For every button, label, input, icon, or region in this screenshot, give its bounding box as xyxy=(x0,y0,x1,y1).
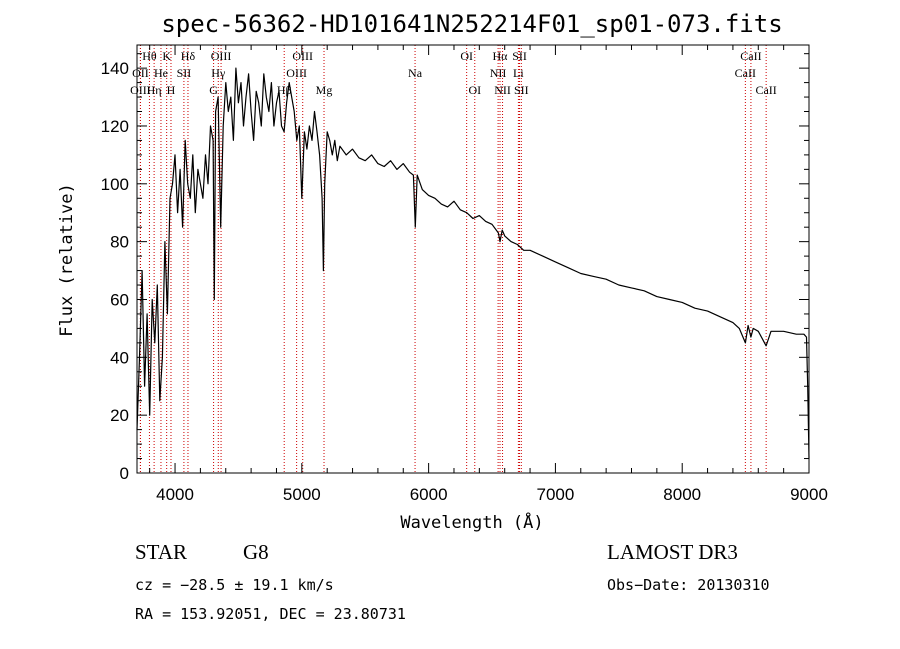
spectral-line-label: Hη xyxy=(147,83,162,97)
x-tick-label: 5000 xyxy=(283,485,321,504)
x-axis-label: Wavelength (Å) xyxy=(400,511,543,533)
spectrum-line xyxy=(136,67,810,459)
y-tick-label: 80 xyxy=(110,233,129,252)
spectral-line-label: SII xyxy=(177,66,192,80)
spectral-line-label: CaII xyxy=(735,66,756,80)
spectral-line-label: NII xyxy=(494,83,511,97)
y-tick-label: 20 xyxy=(110,406,129,425)
y-tick-label: 100 xyxy=(101,175,129,194)
spectrum-series xyxy=(136,67,810,459)
x-tick-label: 4000 xyxy=(156,485,194,504)
spectral-line-labels: HθOIIOIIIHeHηKHSIIHδGHγOIIIHβOIIIOIIIMgN… xyxy=(130,49,777,97)
x-tick-label: 6000 xyxy=(410,485,448,504)
spectral-line-label: Na xyxy=(408,66,423,80)
spectral-line-label: Hγ xyxy=(211,66,226,80)
x-tick-label: 9000 xyxy=(790,485,828,504)
spectral-line-label: K xyxy=(162,49,171,63)
spectral-line-label: OII xyxy=(132,66,149,80)
plot-frame xyxy=(136,44,810,474)
coordinates: RA = 153.92051, DEC = 23.80731 xyxy=(135,605,406,623)
x-tick-label: 8000 xyxy=(663,485,701,504)
spectral-line-label: OIII xyxy=(286,66,307,80)
y-axis-ticks: 0 20 40 60 80 100 120 140 xyxy=(101,53,809,483)
x-tick-label: 7000 xyxy=(537,485,575,504)
spectral-line-label: CaII xyxy=(740,49,761,63)
redshift-cz: cz = −28.5 ± 19.1 km/s xyxy=(135,576,334,594)
spectral-line-label: Hδ xyxy=(181,49,196,63)
spectral-line-label: Mg xyxy=(316,83,333,97)
spectral-line-label: Hθ xyxy=(142,49,157,63)
spectral-line-label: OI xyxy=(468,83,481,97)
object-subclass: G8 xyxy=(243,540,269,564)
y-tick-label: 40 xyxy=(110,348,129,367)
spectral-line-label: OI xyxy=(460,49,473,63)
spectral-line-label: OIII xyxy=(211,49,232,63)
spectral-line-label: H xyxy=(167,83,176,97)
spectral-line-label: OIII xyxy=(130,83,151,97)
spectral-line-label: SII xyxy=(514,83,529,97)
y-tick-label: 60 xyxy=(110,290,129,309)
survey-name: LAMOST DR3 xyxy=(607,540,738,564)
y-tick-label: 0 xyxy=(120,464,129,483)
object-class: STAR xyxy=(135,540,187,564)
spectral-line-label: OIII xyxy=(292,49,313,63)
chart-title: spec-56362-HD101641N252214F01_sp01-073.f… xyxy=(161,10,782,38)
spectral-line-label: NII xyxy=(490,66,507,80)
x-axis-ticks: 4000 5000 6000 7000 8000 9000 xyxy=(149,45,828,504)
spectral-line-label: CaII xyxy=(755,83,776,97)
spectral-line-label: Hα xyxy=(493,49,509,63)
spectral-line-label: He xyxy=(154,66,168,80)
y-tick-label: 140 xyxy=(101,59,129,78)
y-tick-label: 120 xyxy=(101,117,129,136)
observation-date: Obs−Date: 20130310 xyxy=(607,576,770,594)
spectral-line-label: SII xyxy=(512,49,527,63)
y-axis-label: Flux (relative) xyxy=(57,183,77,337)
spectral-line-label: G xyxy=(209,83,218,97)
spectral-line-label: Li xyxy=(513,66,524,80)
